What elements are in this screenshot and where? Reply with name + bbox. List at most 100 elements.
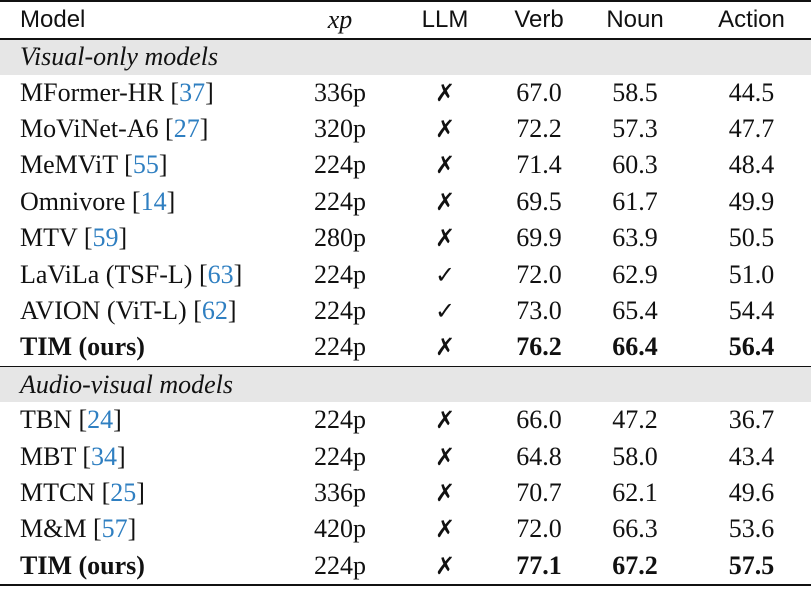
- citation-link[interactable]: 55: [132, 150, 159, 180]
- table-row: MeMViT [55] 224p ✗ 71.4 60.3 48.4: [0, 147, 811, 183]
- verb-cell: 72.0: [516, 514, 562, 544]
- llm-cell: ✗: [434, 78, 456, 107]
- citation-link[interactable]: 59: [92, 223, 119, 253]
- xp-cell: 336p: [314, 478, 366, 508]
- model-name: TIM (ours): [20, 550, 145, 580]
- verb-cell: 73.0: [516, 296, 562, 326]
- model-name-cell: LaViLa (TSF-L) [63]: [20, 259, 243, 289]
- model-name: M&M: [20, 514, 87, 544]
- action-cell: 57.5: [728, 550, 775, 580]
- noun-cell: 63.9: [612, 223, 658, 253]
- verb-cell: 72.0: [516, 259, 562, 289]
- model-name-cell: M&M [57]: [20, 514, 137, 544]
- table-row: MTV [59] 280p ✗ 69.9 63.9 50.5: [0, 220, 811, 256]
- citation-link[interactable]: 27: [173, 114, 200, 144]
- header-noun: Noun: [606, 6, 664, 33]
- header-row: Model xp LLM Verb Noun Action: [0, 2, 811, 38]
- table-row-ours: TIM (ours) 224p ✗ 77.1 67.2 57.5: [0, 548, 811, 584]
- model-name: MBT: [20, 441, 76, 471]
- table-row: MBT [34] 224p ✗ 64.8 58.0 43.4: [0, 439, 811, 475]
- noun-cell: 66.4: [612, 332, 658, 362]
- action-cell: 51.0: [728, 259, 775, 289]
- model-name-cell: MFormer-HR [37]: [20, 77, 214, 107]
- noun-cell: 61.7: [612, 186, 658, 216]
- citation-link[interactable]: 63: [207, 259, 234, 289]
- model-name-cell: TIM (ours): [0, 551, 290, 581]
- verb-cell: 72.2: [516, 114, 562, 144]
- xp-cell: 224p: [314, 150, 366, 180]
- verb-cell: 67.0: [516, 77, 562, 107]
- action-cell: 43.4: [728, 441, 775, 471]
- verb-cell: 70.7: [516, 478, 562, 508]
- model-name-cell: MTCN [25]: [20, 478, 145, 508]
- action-cell: 54.4: [728, 296, 775, 326]
- section-title: Audio-visual models: [20, 369, 234, 399]
- table-row: Omnivore [14] 224p ✗ 69.5 61.7 49.9: [0, 184, 811, 220]
- model-name: AVION (ViT-L): [20, 296, 187, 326]
- llm-cell: ✗: [434, 442, 456, 471]
- table-row: M&M [57] 420p ✗ 72.0 66.3 53.6: [0, 511, 811, 547]
- header-rule: [0, 38, 811, 40]
- table-row-ours: TIM (ours) 224p ✗ 76.2 66.4 56.4: [0, 329, 811, 365]
- model-name-cell: Omnivore [14]: [20, 186, 176, 216]
- model-name-cell: TIM (ours): [0, 332, 290, 362]
- model-name: MoViNet-A6: [20, 114, 159, 144]
- action-cell: 53.6: [728, 514, 775, 544]
- header-action: Action: [718, 6, 785, 33]
- model-name: MFormer-HR: [20, 77, 164, 107]
- table-row: MFormer-HR [37] 336p ✗ 67.0 58.5 44.5: [0, 75, 811, 111]
- verb-cell: 69.9: [516, 223, 562, 253]
- xp-cell: 224p: [314, 405, 366, 435]
- model-name-cell: MTV [59]: [20, 223, 128, 253]
- llm-cell: ✗: [434, 479, 456, 508]
- table-row: MoViNet-A6 [27] 320p ✗ 72.2 57.3 47.7: [0, 111, 811, 147]
- llm-cell: ✗: [434, 406, 456, 435]
- model-name-cell: TBN [24]: [20, 405, 122, 435]
- section-header: Audio-visual models: [0, 367, 811, 403]
- verb-cell: 77.1: [516, 550, 562, 580]
- model-name-cell: MBT [34]: [20, 441, 126, 471]
- model-name-cell: MeMViT [55]: [20, 150, 168, 180]
- citation-link[interactable]: 37: [179, 77, 206, 107]
- citation-link[interactable]: 34: [91, 441, 118, 471]
- noun-cell: 62.1: [612, 478, 658, 508]
- model-name-cell: AVION (ViT-L) [62]: [20, 296, 237, 326]
- noun-cell: 66.3: [612, 514, 658, 544]
- noun-cell: 58.5: [612, 77, 658, 107]
- citation-link[interactable]: 14: [140, 186, 167, 216]
- xp-cell: 224p: [314, 550, 366, 580]
- section-rule: [0, 365, 811, 368]
- model-name: MeMViT: [20, 150, 118, 180]
- header-verb: Verb: [514, 6, 564, 33]
- citation-link[interactable]: 62: [201, 296, 228, 326]
- verb-cell: 69.5: [516, 186, 562, 216]
- top-rule: [0, 0, 811, 2]
- noun-cell: 67.2: [612, 550, 658, 580]
- xp-cell: 320p: [314, 114, 366, 144]
- table-body: Visual-only models MFormer-HR [37] 336p ✗ 67…: [0, 39, 811, 585]
- action-cell: 50.5: [728, 223, 775, 253]
- citation-link[interactable]: 24: [87, 405, 114, 435]
- action-cell: 49.6: [728, 478, 775, 508]
- table-row: TBN [24] 224p ✗ 66.0 47.2 36.7: [0, 402, 811, 438]
- xp-cell: 336p: [314, 77, 366, 107]
- model-name: LaViLa (TSF-L): [20, 259, 193, 289]
- section-title: Visual-only models: [20, 42, 219, 71]
- xp-cell: 224p: [314, 441, 366, 471]
- llm-cell: ✓: [434, 297, 456, 326]
- noun-cell: 57.3: [612, 114, 658, 144]
- llm-cell: ✗: [434, 115, 456, 144]
- model-name: MTV: [20, 223, 78, 253]
- llm-cell: ✗: [434, 333, 456, 362]
- action-cell: 44.5: [728, 77, 775, 107]
- verb-cell: 66.0: [516, 405, 562, 435]
- citation-link[interactable]: 25: [110, 478, 137, 508]
- action-cell: 56.4: [728, 332, 775, 362]
- xp-cell: 224p: [314, 296, 366, 326]
- header-model: Model: [20, 6, 86, 33]
- noun-cell: 58.0: [612, 441, 658, 471]
- llm-cell: ✗: [434, 551, 456, 580]
- bottom-rule: [0, 584, 811, 587]
- llm-cell: ✗: [434, 224, 456, 253]
- citation-link[interactable]: 57: [101, 514, 128, 544]
